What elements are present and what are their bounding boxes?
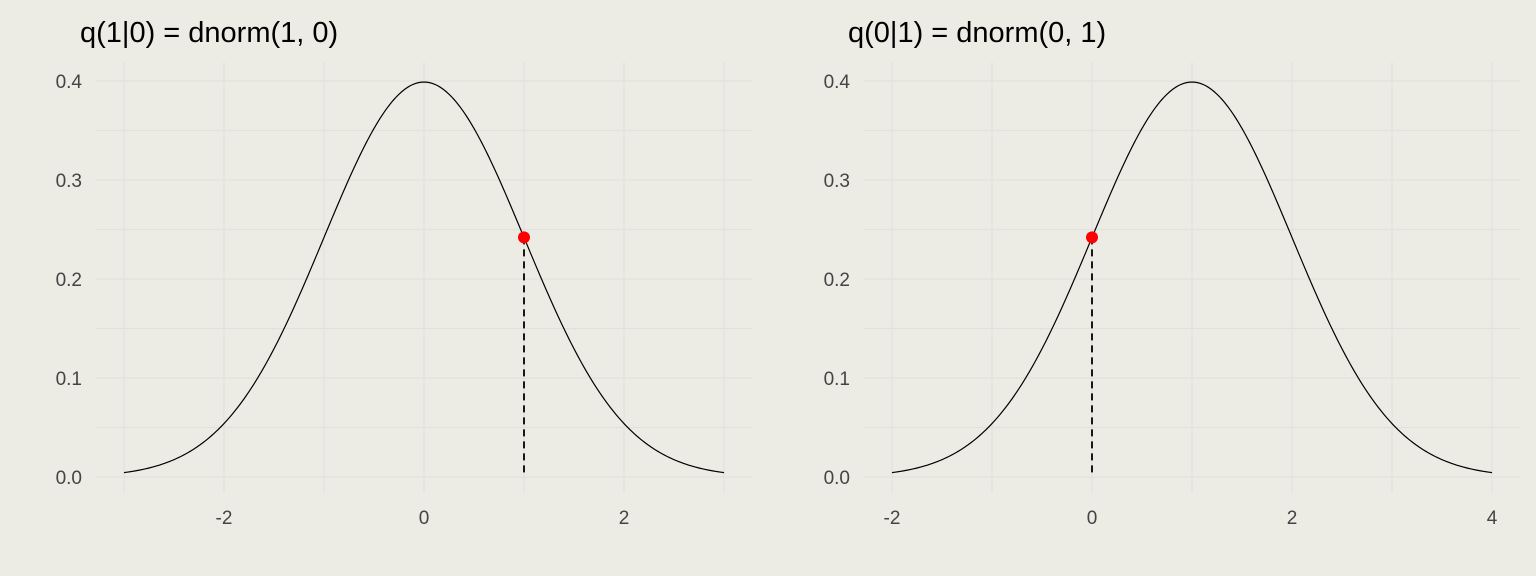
x-tick-label: 0 (1087, 508, 1098, 529)
y-tick-label: 0.4 (824, 72, 851, 93)
chart-title: q(1|0) = dnorm(1, 0) (80, 17, 338, 49)
x-tick-label: 4 (1487, 508, 1498, 529)
y-tick-label: 0.2 (56, 270, 82, 291)
y-tick-label: 0.3 (824, 171, 850, 192)
y-tick-label: 0.1 (824, 369, 850, 390)
highlight-point (1086, 231, 1098, 244)
x-tick-label: 2 (1287, 508, 1298, 529)
y-tick-label: 0.0 (56, 468, 82, 489)
x-tick-label: -2 (216, 508, 233, 529)
x-tick-label: 0 (419, 508, 430, 529)
x-tick-label: -2 (884, 508, 901, 529)
x-tick-label: 2 (619, 508, 630, 529)
chart-title: q(0|1) = dnorm(0, 1) (848, 17, 1106, 49)
panel-1: q(1|0) = dnorm(1, 0) 0.0 0.1 0.2 0.3 0.4 -2 0 2 (56, 17, 752, 529)
density-curve (123, 81, 725, 474)
y-tick-label: 0.1 (56, 369, 82, 390)
panel-2: q(0|1) = dnorm(0, 1) 0.0 0.1 0.2 0.3 0.4 -2 0 2 4 (824, 17, 1520, 529)
y-tick-label: 0.0 (824, 468, 850, 489)
highlight-point (518, 231, 530, 244)
density-curve (891, 81, 1493, 474)
y-tick-label: 0.3 (56, 171, 82, 192)
y-tick-label: 0.2 (824, 270, 850, 291)
y-tick-label: 0.4 (56, 72, 83, 93)
